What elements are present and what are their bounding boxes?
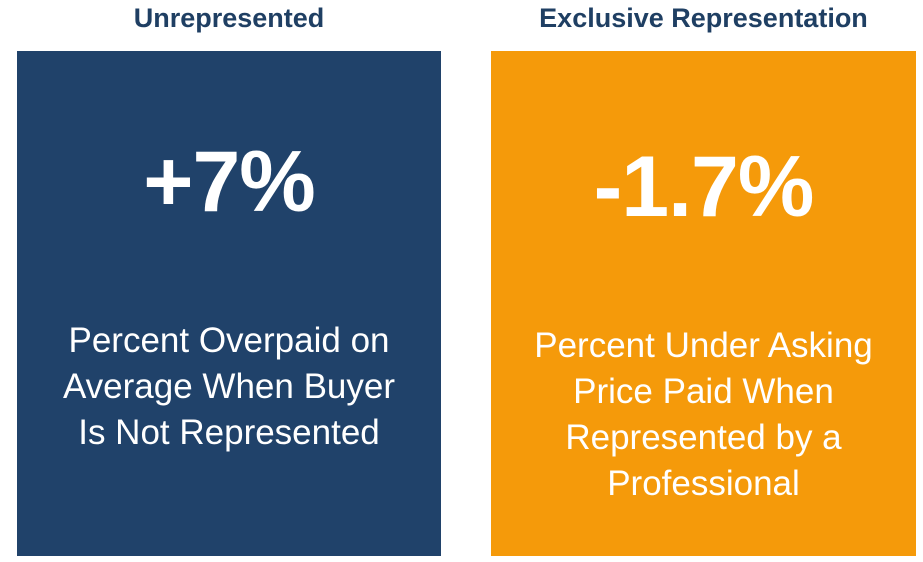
- panel-heading: Exclusive Representation: [539, 3, 868, 33]
- stat-description: Percent Under Asking Price Paid When Rep…: [534, 326, 873, 503]
- stat-card-orange: -1.7% Percent Under Asking Price Paid Wh…: [491, 51, 916, 556]
- stat-value: +7%: [143, 134, 316, 230]
- panel-heading: Unrepresented: [133, 3, 325, 33]
- panel-unrepresented: Unrepresented +7% Percent Overpaid on Av…: [17, 0, 441, 556]
- stat-value: -1.7%: [593, 139, 815, 235]
- panel-exclusive-representation: Exclusive Representation -1.7% Percent U…: [491, 0, 916, 556]
- stat-description: Percent Overpaid on Average When Buyer I…: [62, 321, 396, 452]
- stat-card-navy: +7% Percent Overpaid on Average When Buy…: [17, 51, 441, 556]
